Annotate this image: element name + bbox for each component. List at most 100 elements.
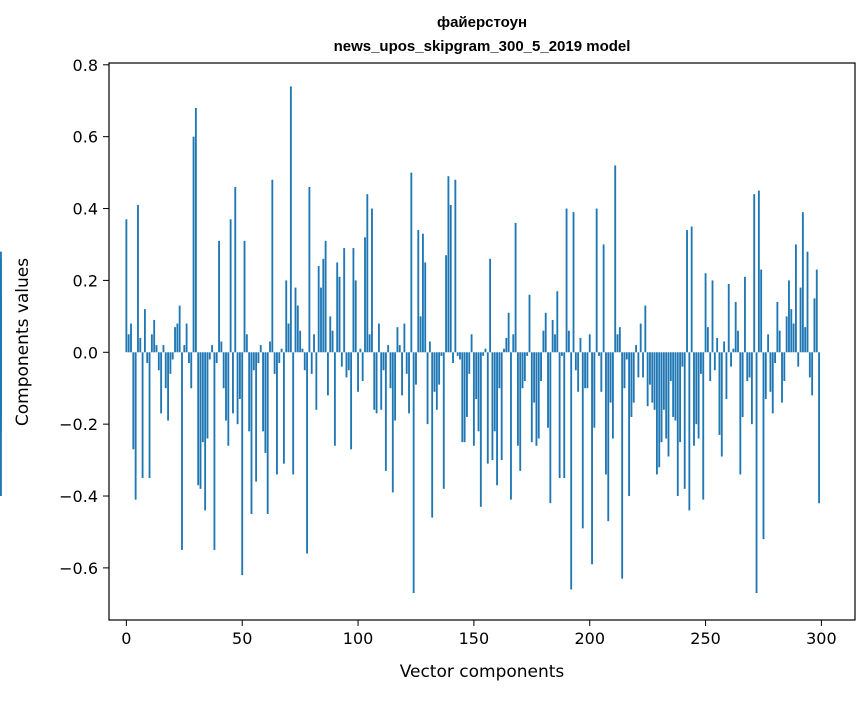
bar <box>405 352 408 374</box>
bar <box>484 348 487 353</box>
bar <box>317 266 320 353</box>
bar <box>466 352 468 417</box>
bar <box>422 233 424 353</box>
bar <box>389 352 392 389</box>
bar <box>771 352 774 414</box>
bar <box>493 352 496 432</box>
bar <box>431 352 434 518</box>
bar <box>220 341 223 353</box>
bar <box>762 352 765 540</box>
bar <box>276 352 278 475</box>
bar <box>366 194 369 353</box>
bar <box>222 352 225 389</box>
bar <box>243 240 246 353</box>
bar <box>526 352 529 356</box>
bar <box>167 352 169 421</box>
bar <box>384 352 387 471</box>
bar <box>725 352 728 399</box>
bar <box>697 352 700 439</box>
bar <box>394 352 397 421</box>
bar <box>655 352 658 475</box>
bar <box>252 352 255 371</box>
bar <box>315 352 318 410</box>
bar <box>472 352 475 446</box>
bar <box>688 352 691 511</box>
bar <box>229 219 232 353</box>
bar <box>148 352 151 479</box>
bar <box>757 190 760 353</box>
bar <box>586 352 589 389</box>
bar <box>783 352 786 382</box>
bar <box>558 352 561 479</box>
bar <box>343 248 346 353</box>
bar <box>340 352 343 367</box>
bar <box>498 352 501 389</box>
bar <box>377 323 380 353</box>
bar <box>357 352 359 392</box>
y-tick-label: −0.4 <box>59 487 98 506</box>
bar <box>595 208 598 353</box>
bar <box>361 352 364 382</box>
bar <box>141 352 144 479</box>
bar <box>287 323 290 353</box>
bar <box>690 226 693 353</box>
y-tick-label: −0.2 <box>59 415 98 434</box>
bar <box>178 305 181 353</box>
bar <box>255 352 258 482</box>
bar <box>616 334 619 353</box>
bar <box>547 352 549 428</box>
bar <box>723 341 726 353</box>
bar <box>338 276 341 353</box>
bar <box>737 330 739 353</box>
bar <box>132 352 135 450</box>
bar <box>815 269 818 353</box>
bar <box>470 334 473 353</box>
bar <box>628 352 631 497</box>
bars <box>0 86 821 594</box>
x-tick-label: 0 <box>121 629 131 648</box>
x-axis-label: Vector components <box>400 662 565 682</box>
bar <box>157 352 160 371</box>
bar <box>428 341 431 353</box>
bar <box>600 352 603 392</box>
bar <box>192 136 195 353</box>
bar <box>234 186 237 353</box>
bar <box>134 352 137 500</box>
bar <box>452 352 454 364</box>
bar <box>507 312 510 353</box>
bar <box>734 301 737 353</box>
bar <box>164 352 167 389</box>
bar <box>792 323 795 353</box>
bar <box>368 334 371 353</box>
bar <box>183 345 186 353</box>
bar <box>380 352 383 410</box>
bar <box>327 352 329 396</box>
bar <box>669 352 672 382</box>
bar <box>375 352 378 414</box>
bar <box>563 352 566 479</box>
bar <box>764 352 767 399</box>
bar <box>435 352 438 410</box>
bar <box>130 323 132 353</box>
bar <box>574 352 577 371</box>
bar <box>266 352 269 514</box>
bar <box>672 352 675 417</box>
bar <box>781 352 783 403</box>
bar <box>208 352 211 360</box>
bar <box>137 204 139 353</box>
bar <box>442 352 445 489</box>
bar <box>350 352 353 450</box>
bar <box>755 352 758 594</box>
y-axis-label: Components values <box>13 258 33 426</box>
x-tick-label: 300 <box>806 629 837 648</box>
bar <box>306 352 309 554</box>
bar <box>282 352 285 464</box>
bar <box>801 212 804 353</box>
bar <box>609 352 612 403</box>
bar <box>760 269 763 353</box>
bar <box>496 352 498 486</box>
bar <box>324 240 327 353</box>
